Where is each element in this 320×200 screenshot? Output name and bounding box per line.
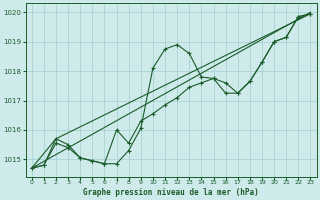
X-axis label: Graphe pression niveau de la mer (hPa): Graphe pression niveau de la mer (hPa) bbox=[83, 188, 259, 197]
